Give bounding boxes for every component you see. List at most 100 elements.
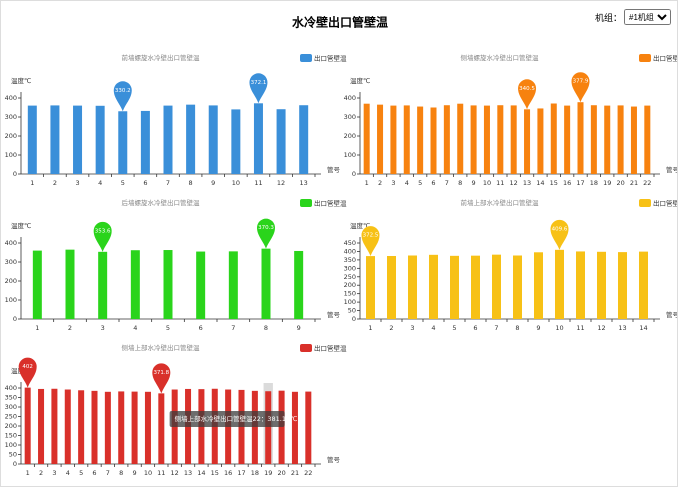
x-tick-label: 4: [431, 324, 435, 332]
x-tick-label: 20: [616, 179, 624, 187]
legend-label: 出口管壁温: [314, 199, 347, 208]
y-tick-label: 200: [5, 277, 17, 285]
y-tick-label: 350: [5, 394, 17, 402]
x-tick-label: 12: [597, 324, 605, 332]
x-tick-label: 1: [368, 324, 372, 332]
bar: [492, 254, 501, 319]
bar: [564, 105, 571, 174]
y-tick-label: 400: [5, 94, 17, 102]
bar: [276, 109, 286, 174]
x-tick-label: 5: [121, 179, 125, 187]
page-title: 水冷壁出口管壁温: [292, 15, 388, 30]
bar: [130, 250, 140, 319]
x-tick-label: 3: [391, 179, 395, 187]
bar: [513, 255, 522, 319]
pin: [18, 357, 37, 388]
x-tick-label: 22: [304, 469, 312, 477]
bar: [604, 105, 611, 174]
legend-label: 出口管壁温: [314, 344, 347, 353]
x-tick-label: 1: [35, 324, 39, 332]
bar: [291, 391, 298, 464]
legend-swatch: [639, 199, 651, 207]
bar: [470, 105, 477, 174]
bar: [630, 106, 637, 174]
bar: [443, 105, 450, 174]
bar: [95, 105, 105, 174]
bar: [471, 255, 480, 319]
y-tick-label: 100: [344, 298, 356, 306]
y-tick-label: 250: [5, 413, 17, 421]
bar: [163, 250, 173, 319]
x-tick-label: 7: [166, 179, 170, 187]
x-tick-label: 19: [603, 179, 611, 187]
bar: [231, 109, 241, 174]
x-axis-label: 管号: [666, 165, 678, 174]
pin: [249, 73, 268, 104]
legend-label: 出口管壁温: [653, 54, 678, 63]
x-tick-label: 11: [496, 179, 504, 187]
x-tick-label: 9: [211, 179, 215, 187]
x-tick-label: 9: [536, 324, 540, 332]
x-tick-label: 17: [576, 179, 584, 187]
bar: [278, 390, 285, 464]
y-tick-label: 0: [352, 315, 356, 323]
bar: [590, 105, 597, 174]
x-tick-label: 5: [452, 324, 456, 332]
pin-label: 371.8: [153, 370, 169, 376]
x-tick-label: 2: [389, 324, 393, 332]
pin-label: 409.6: [552, 226, 568, 232]
chart-title: 后墙螺旋水冷壁出口管壁温: [122, 198, 201, 207]
x-tick-label: 17: [237, 469, 245, 477]
pin-label: 330.2: [115, 88, 131, 94]
bar: [644, 105, 651, 174]
y-tick-label: 300: [344, 113, 356, 121]
x-tick-label: 4: [133, 324, 137, 332]
y-axis-label: 温度℃: [11, 76, 31, 85]
legend-swatch: [300, 344, 312, 352]
y-axis-label: 温度℃: [350, 221, 370, 230]
x-tick-label: 13: [184, 469, 192, 477]
x-tick-label: 3: [52, 469, 56, 477]
x-tick-label: 16: [224, 469, 232, 477]
legend-swatch: [300, 54, 312, 62]
x-tick-label: 16: [563, 179, 571, 187]
bar: [91, 390, 98, 464]
x-tick-label: 11: [254, 179, 262, 187]
bar: [377, 104, 384, 174]
x-tick-label: 18: [590, 179, 598, 187]
bar: [208, 105, 218, 174]
bar: [299, 105, 309, 174]
x-axis-label: 管号: [327, 310, 341, 319]
bar: [98, 251, 108, 319]
bar: [497, 105, 504, 174]
bar: [140, 110, 150, 174]
x-tick-label: 21: [291, 469, 299, 477]
x-tick-label: 6: [143, 179, 147, 187]
x-axis-label: 管号: [327, 455, 341, 464]
x-tick-label: 10: [483, 179, 491, 187]
y-tick-label: 0: [13, 170, 17, 178]
bar: [577, 102, 584, 174]
bar: [27, 105, 37, 174]
bar: [64, 389, 71, 464]
bar: [639, 251, 648, 319]
legend-label: 出口管壁温: [314, 54, 347, 63]
unit-select[interactable]: #1机组: [624, 9, 671, 25]
bar: [408, 255, 417, 319]
x-tick-label: 14: [536, 179, 544, 187]
x-tick-label: 18: [251, 469, 259, 477]
x-tick-label: 2: [378, 179, 382, 187]
bar: [65, 249, 75, 319]
y-tick-label: 0: [352, 170, 356, 178]
bar: [403, 105, 410, 174]
x-tick-label: 8: [189, 179, 193, 187]
pin-label: 402: [22, 364, 33, 370]
x-tick-label: 14: [639, 324, 647, 332]
bar: [483, 105, 490, 174]
bar: [131, 391, 138, 464]
bar: [50, 105, 60, 174]
pin: [113, 81, 132, 112]
x-tick-label: 9: [472, 179, 476, 187]
pin: [152, 363, 171, 394]
